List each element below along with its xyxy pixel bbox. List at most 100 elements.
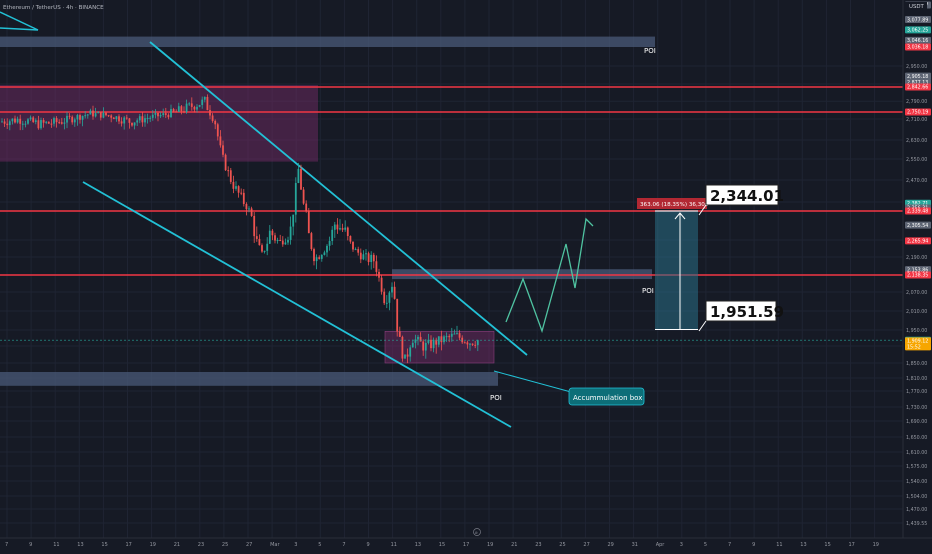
candle [131, 122, 133, 126]
time-tick: 15 [824, 542, 830, 548]
price-tag [905, 207, 931, 215]
candle [27, 119, 29, 124]
price-tick: 2,190.00 [906, 255, 927, 261]
candle [172, 109, 175, 112]
candle [211, 115, 214, 121]
candle [352, 241, 354, 250]
candle [388, 292, 391, 303]
target-price-low: 1,951.59 [710, 303, 784, 321]
candle [300, 168, 302, 190]
candle [55, 118, 58, 123]
price-tick: 2,630.00 [906, 138, 927, 144]
candle [47, 121, 50, 124]
candle [411, 342, 414, 348]
candle [255, 236, 258, 239]
candle [50, 123, 53, 125]
candle [232, 181, 235, 189]
candle [136, 120, 139, 123]
candle [453, 333, 456, 335]
candle [284, 242, 287, 245]
price-tag [905, 43, 931, 51]
measure-tag-text: 363.06 (18.35%) 36,306 [640, 202, 709, 208]
candle [310, 233, 313, 250]
time-tick: 23 [198, 542, 204, 548]
time-tick: 11 [776, 542, 782, 548]
candle [242, 192, 245, 204]
candle [422, 341, 425, 351]
candle [323, 252, 326, 255]
candle [89, 110, 92, 115]
candle [263, 250, 266, 252]
time-tick: Mar [270, 542, 280, 548]
time-tick: 19 [150, 542, 156, 548]
candle [81, 115, 84, 120]
candle [258, 238, 261, 246]
price-tag [905, 221, 931, 229]
candle [183, 111, 185, 113]
candle [406, 354, 409, 357]
price-tag [905, 271, 931, 279]
channel-lower-trendline[interactable] [82, 181, 512, 428]
target-label-bottom [705, 300, 777, 322]
time-tick: 9 [367, 542, 370, 548]
candle [167, 114, 170, 118]
price-tag-value: 3,046.16 [907, 38, 928, 44]
price-tick: 1,439.55 [906, 521, 927, 527]
scroll-to-realtime-icon[interactable] [473, 528, 481, 536]
candle [245, 203, 248, 210]
price-tag-value: 2,305.54 [907, 223, 928, 229]
candle [305, 203, 308, 212]
range-box [0, 85, 318, 162]
candle [125, 117, 128, 119]
candle [427, 339, 430, 343]
candle [224, 154, 227, 171]
candle [37, 120, 40, 129]
candle [419, 336, 422, 342]
price-tick: 1,730.00 [906, 405, 927, 411]
candle [414, 339, 417, 343]
candle [469, 343, 471, 345]
candle [71, 116, 74, 123]
candle [196, 106, 198, 110]
candle [34, 120, 37, 122]
candle [318, 257, 321, 259]
candle [404, 354, 406, 359]
candle [159, 115, 162, 117]
time-tick: 19 [487, 542, 493, 548]
time-axis [0, 538, 932, 550]
channel-upper-trendline[interactable] [149, 41, 528, 356]
price-tag [905, 108, 931, 116]
candle [450, 333, 453, 337]
candle [471, 343, 474, 345]
price-tick: 2,950.00 [906, 64, 927, 70]
price-tag [905, 36, 931, 44]
candle [24, 123, 27, 125]
candle [66, 115, 68, 123]
candle [437, 336, 440, 345]
candle [206, 96, 209, 111]
candle [443, 336, 445, 343]
candle [102, 112, 105, 118]
price-tag [905, 337, 931, 345]
time-tick: 9 [29, 542, 32, 548]
currency-box[interactable] [905, 2, 927, 10]
candle [339, 228, 341, 230]
time-tick: 13 [800, 542, 806, 548]
time-tick: 27 [246, 542, 252, 548]
candle [289, 226, 292, 240]
price-tag-value: 2,905.18 [907, 74, 928, 80]
poi-label: POI [490, 394, 502, 402]
candle [216, 124, 219, 137]
candle [45, 121, 48, 123]
measure-tag [637, 198, 707, 209]
candle [261, 245, 263, 252]
price-tick: 2,470.00 [906, 178, 927, 184]
accumulation-callout[interactable] [568, 387, 645, 406]
candle [151, 114, 154, 118]
time-tick: 15 [439, 542, 445, 548]
candle [1, 121, 3, 123]
candle [463, 342, 466, 344]
candle [250, 208, 253, 216]
